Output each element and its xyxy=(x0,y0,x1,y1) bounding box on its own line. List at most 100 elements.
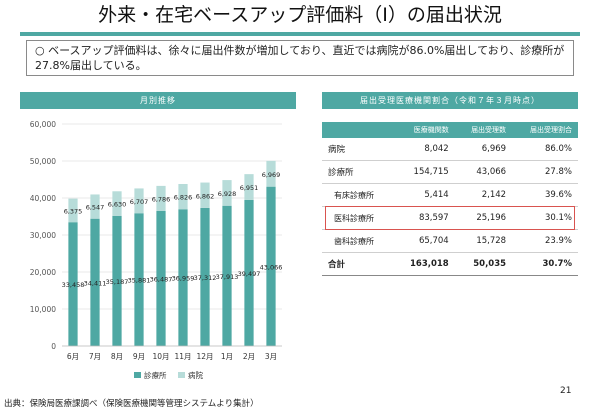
table-cell: 5,414 xyxy=(392,183,455,207)
x-tick-label: 2月 xyxy=(243,352,255,361)
table-header-row: 医療機関数 届出受理数 届出受理割合 xyxy=(322,122,578,138)
data-label-clinic: 36,959 xyxy=(172,275,195,283)
table-cell: 50,035 xyxy=(454,252,513,276)
bar-clinic xyxy=(178,209,188,346)
table-cell: 8,042 xyxy=(392,138,455,161)
data-label-clinic: 36,487 xyxy=(150,275,173,283)
table-cell: 2,142 xyxy=(454,183,513,207)
row-label: 診療所 xyxy=(322,160,393,184)
slide-title: 外来・在宅ベースアップ評価料（Ⅰ）の届出状況 xyxy=(98,4,502,26)
column-header: 届出受理割合 xyxy=(512,122,578,138)
x-tick-label: 8月 xyxy=(111,352,123,361)
bar-hospital xyxy=(68,198,78,223)
data-label-clinic: 33,458 xyxy=(62,281,85,289)
y-tick-label: 30,000 xyxy=(30,231,56,240)
table-row: 診療所 154,715 43,066 27.8% xyxy=(322,160,578,184)
bar-clinic xyxy=(90,218,100,346)
table-cell: 39.6% xyxy=(512,183,578,207)
table-cell: 43,066 xyxy=(454,160,513,184)
data-label-clinic: 37,312 xyxy=(194,274,217,282)
y-tick-label: 60,000 xyxy=(30,120,56,129)
table-cell: 6,969 xyxy=(454,138,513,161)
column-header: 医療機関数 xyxy=(392,122,455,138)
table-cell: 27.8% xyxy=(512,160,578,184)
data-label-hospital: 6,969 xyxy=(262,171,281,179)
summary-bullet: ○ xyxy=(35,44,45,57)
data-label-hospital: 6,826 xyxy=(174,194,193,202)
legend-label: 診療所 xyxy=(144,370,167,380)
row-label: 病院 xyxy=(322,138,393,161)
x-tick-label: 11月 xyxy=(174,352,191,361)
legend-swatch xyxy=(178,372,185,378)
chart-header: 月別推移 xyxy=(20,92,296,109)
x-tick-label: 1月 xyxy=(221,352,233,361)
bar-hospital xyxy=(134,188,144,214)
table-cell: 86.0% xyxy=(512,138,578,161)
data-label-hospital: 6,707 xyxy=(130,198,149,206)
bar-hospital xyxy=(90,194,100,219)
data-label-clinic: 37,913 xyxy=(216,273,239,281)
bar-clinic xyxy=(266,186,276,346)
x-tick-label: 6月 xyxy=(67,352,79,361)
bar-hospital xyxy=(156,185,166,211)
y-tick-label: 10,000 xyxy=(30,305,56,314)
row-label: 合計 xyxy=(322,252,393,276)
row-label: 歯科診療所 xyxy=(322,229,393,253)
bar-clinic xyxy=(200,207,210,346)
summary-text: ベースアップ評価料は、徐々に届出件数が増加しており、直近では病院が86.0%届出… xyxy=(35,44,565,72)
table-row: 歯科診療所 65,704 15,728 23.9% xyxy=(322,229,578,253)
bar-clinic xyxy=(244,199,254,346)
table-row: 有床診療所 5,414 2,142 39.6% xyxy=(322,183,578,207)
page-number: 21 xyxy=(560,386,572,396)
bar-clinic xyxy=(112,215,122,346)
bar-hospital xyxy=(266,160,276,187)
bar-clinic xyxy=(134,213,144,346)
legend-swatch xyxy=(134,372,141,378)
data-label-hospital: 6,375 xyxy=(64,207,83,215)
y-tick-label: 40,000 xyxy=(30,194,56,203)
data-label-clinic: 35,881 xyxy=(128,277,151,285)
table-cell: 15,728 xyxy=(454,229,513,253)
table-cell: 163,018 xyxy=(392,252,455,276)
bar-hospital xyxy=(222,180,232,206)
highlight-box xyxy=(325,206,575,230)
bar-hospital xyxy=(178,183,188,210)
x-tick-label: 7月 xyxy=(89,352,101,361)
bar-clinic xyxy=(156,210,166,346)
bar-hospital xyxy=(244,174,254,200)
table-row-total: 合計 163,018 50,035 30.7% xyxy=(322,252,578,276)
table-cell: 154,715 xyxy=(392,160,455,184)
table-cell: 30.7% xyxy=(512,252,578,276)
table-header: 届出受理医療機関割合（令和７年３月時点） xyxy=(322,92,578,109)
data-label-hospital: 6,928 xyxy=(218,190,237,198)
x-tick-label: 9月 xyxy=(133,352,145,361)
data-label-hospital: 6,951 xyxy=(240,184,259,192)
x-tick-label: 12月 xyxy=(196,352,213,361)
data-label-clinic: 43,066 xyxy=(260,263,283,271)
y-tick-label: 0 xyxy=(51,342,56,351)
data-label-hospital: 6,786 xyxy=(152,195,171,203)
title-underline xyxy=(20,32,580,36)
summary-box: ○ ベースアップ評価料は、徐々に届出件数が増加しており、直近では病院が86.0%… xyxy=(26,40,574,76)
source-note: 出典：保険局医療課調べ（保険医療機関等管理システムより集計） xyxy=(4,399,259,409)
y-tick-label: 50,000 xyxy=(30,157,56,166)
legend-label: 病院 xyxy=(188,370,203,380)
data-label-hospital: 6,630 xyxy=(108,201,127,209)
table-cell: 23.9% xyxy=(512,229,578,253)
monthly-bar-chart: 0 10,000 20,000 30,000 40,000 50,000 60,000 33,… xyxy=(30,120,283,380)
table-cell: 65,704 xyxy=(392,229,455,253)
data-label-clinic: 34,411 xyxy=(84,279,107,287)
x-tick-label: 3月 xyxy=(265,352,277,361)
y-tick-label: 20,000 xyxy=(30,268,56,277)
bar-clinic xyxy=(68,222,78,346)
data-label-clinic: 39,497 xyxy=(238,270,261,278)
column-header xyxy=(322,122,393,138)
data-label-hospital: 6,862 xyxy=(196,192,215,200)
data-label-clinic: 35,187 xyxy=(106,278,129,286)
row-label: 有床診療所 xyxy=(322,183,393,207)
table-row: 病院 8,042 6,969 86.0% xyxy=(322,138,578,161)
bar-hospital xyxy=(200,182,210,208)
column-header: 届出受理数 xyxy=(454,122,513,138)
bar-hospital xyxy=(112,191,122,216)
acceptance-rate-table: 医療機関数 届出受理数 届出受理割合 病院 8,042 6,969 86.0% … xyxy=(322,122,578,276)
